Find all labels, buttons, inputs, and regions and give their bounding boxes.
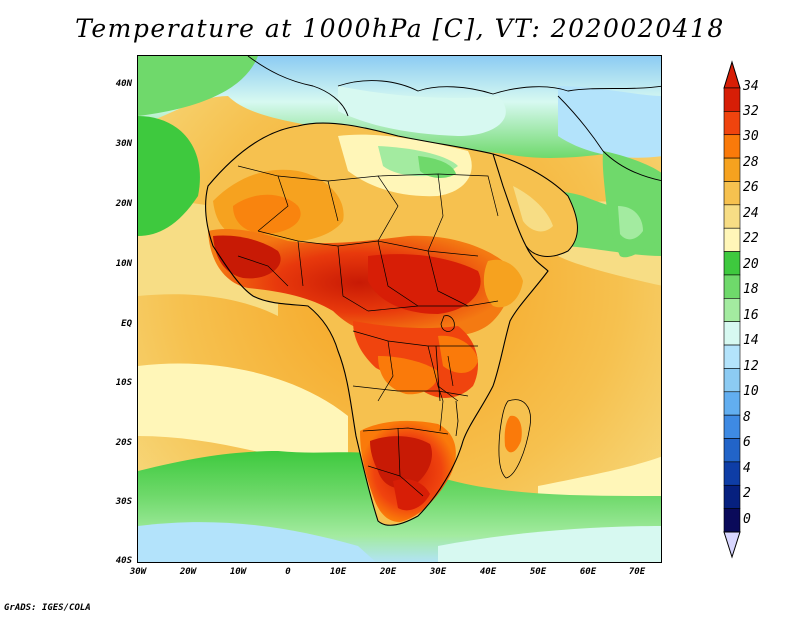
colorbar-cell	[723, 414, 741, 439]
colorbar-label-6: 6	[743, 435, 751, 450]
colorbar-cell	[723, 251, 741, 276]
lon-label-50e: 50E	[529, 567, 547, 577]
lon-label-30e: 30E	[429, 567, 447, 577]
colorbar-cell	[723, 181, 741, 206]
colorbar-cell	[723, 321, 741, 346]
colorbar-label-28: 28	[743, 155, 759, 170]
colorbar-cell	[723, 484, 741, 509]
colorbar-label-24: 24	[743, 206, 759, 221]
colorbar-cell	[723, 204, 741, 229]
colorbar-cell	[723, 508, 741, 533]
lon-label-40e: 40E	[479, 567, 497, 577]
colorbar-cell	[723, 111, 741, 136]
colorbar-label-20: 20	[743, 257, 759, 272]
lon-label-10e: 10E	[329, 567, 347, 577]
lat-label-40s: 40S	[115, 556, 132, 566]
colorbar-label-12: 12	[743, 359, 759, 374]
lat-label-10s: 10S	[115, 378, 132, 388]
lon-label-0: 0	[285, 567, 291, 577]
lon-label-70e: 70E	[628, 567, 646, 577]
colorbar-cell	[723, 157, 741, 182]
colorbar-triangle-bottom	[723, 531, 741, 559]
colorbar-label-34: 34	[743, 79, 759, 94]
colorbar-cell	[723, 461, 741, 486]
lat-label-20n: 20N	[115, 199, 132, 209]
colorbar-label-26: 26	[743, 180, 759, 195]
colorbar-cell	[723, 391, 741, 416]
colorbar-cell	[723, 87, 741, 112]
lon-label-10w: 10W	[229, 567, 247, 577]
colorbar-cell	[723, 227, 741, 252]
lat-label-30n: 30N	[115, 139, 132, 149]
lat-label-20s: 20S	[115, 438, 132, 448]
lon-label-20w: 20W	[179, 567, 197, 577]
colorbar-label-2: 2	[743, 486, 751, 501]
lon-label-30w: 30W	[129, 567, 147, 577]
colorbar-cell	[723, 344, 741, 369]
map-canvas	[138, 56, 661, 562]
colorbar-label-22: 22	[743, 231, 759, 246]
lat-label-eq: EQ	[121, 319, 132, 329]
colorbar-cell	[723, 438, 741, 463]
map-title: Temperature at 1000hPa [C], VT: 20200204…	[75, 14, 725, 43]
colorbar-label-32: 32	[743, 104, 759, 119]
colorbar-cell	[723, 368, 741, 393]
lon-label-20e: 20E	[379, 567, 397, 577]
colorbar-label-0: 0	[743, 512, 751, 527]
colorbar-cell	[723, 274, 741, 299]
colorbar-label-18: 18	[743, 282, 759, 297]
temperature-map	[137, 55, 662, 563]
colorbar	[723, 60, 741, 559]
lat-label-10n: 10N	[115, 259, 132, 269]
colorbar-label-30: 30	[743, 129, 759, 144]
credit-text: GrADS: IGES/COLA	[4, 603, 91, 613]
colorbar-cell	[723, 298, 741, 322]
colorbar-label-10: 10	[743, 384, 759, 399]
colorbar-label-14: 14	[743, 333, 759, 348]
colorbar-triangle-top	[723, 60, 741, 89]
colorbar-label-16: 16	[743, 308, 759, 323]
colorbar-label-4: 4	[743, 461, 751, 476]
lat-label-30s: 30S	[115, 497, 132, 507]
colorbar-label-8: 8	[743, 410, 751, 425]
lat-label-40n: 40N	[115, 79, 132, 89]
lon-label-60e: 60E	[579, 567, 597, 577]
colorbar-cell	[723, 134, 741, 159]
